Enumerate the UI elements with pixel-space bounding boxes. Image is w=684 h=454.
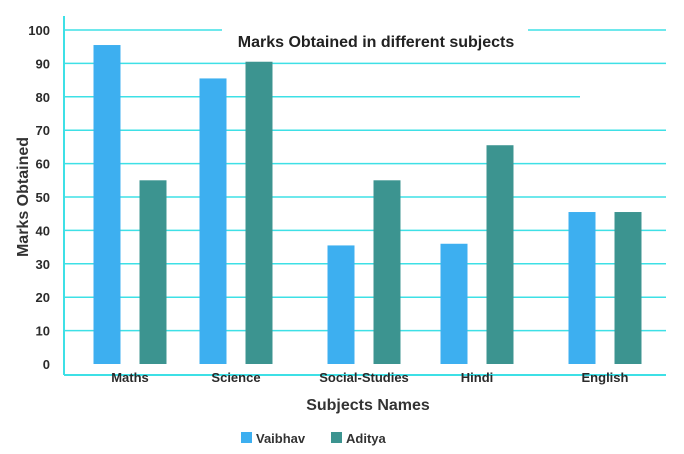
bar-vaibhav-social-studies — [327, 245, 355, 364]
y-tick-label: 70 — [36, 123, 50, 138]
bar-vaibhav-science — [199, 78, 227, 365]
bar-aditya-science — [245, 61, 273, 364]
legend-swatch-vaibhav — [241, 432, 252, 443]
legend-label-aditya: Aditya — [346, 431, 387, 446]
bar-vaibhav-maths — [93, 45, 121, 364]
y-tick-label: 40 — [36, 223, 50, 238]
y-tick-label: 20 — [36, 290, 50, 305]
category-labels: Maths Science Social-Studies Hindi English — [111, 370, 628, 385]
bar-vaibhav-hindi — [440, 243, 468, 364]
y-tick-label: 80 — [36, 90, 50, 105]
y-tick-labels: 0 10 20 30 40 50 60 70 80 90 100 — [28, 23, 50, 372]
category-label: Science — [211, 370, 260, 385]
y-tick-label: 30 — [36, 257, 50, 272]
legend-swatch-aditya — [331, 432, 342, 443]
title-background — [222, 28, 528, 52]
bar-aditya-social-studies — [373, 180, 401, 364]
y-tick-label: 90 — [36, 56, 50, 71]
category-label: English — [582, 370, 629, 385]
bar-aditya-maths — [139, 180, 167, 364]
bar-aditya-english — [614, 212, 642, 364]
y-tick-label: 100 — [28, 23, 50, 38]
y-tick-label: 0 — [43, 357, 50, 372]
y-tick-label: 50 — [36, 190, 50, 205]
x-axis-title: Subjects Names — [306, 397, 430, 414]
chart-title: Marks Obtained in different subjects — [238, 34, 515, 51]
bar-aditya-hindi — [486, 145, 514, 364]
bar-vaibhav-english — [568, 212, 596, 364]
bars — [93, 45, 642, 365]
legend: Vaibhav Aditya — [241, 431, 387, 446]
y-tick-label: 10 — [36, 324, 50, 339]
category-label: Social-Studies — [319, 370, 409, 385]
category-label: Hindi — [461, 370, 494, 385]
category-label: Maths — [111, 370, 149, 385]
y-axis-title: Marks Obtained — [15, 137, 32, 257]
legend-label-vaibhav: Vaibhav — [256, 431, 306, 446]
y-tick-label: 60 — [36, 157, 50, 172]
